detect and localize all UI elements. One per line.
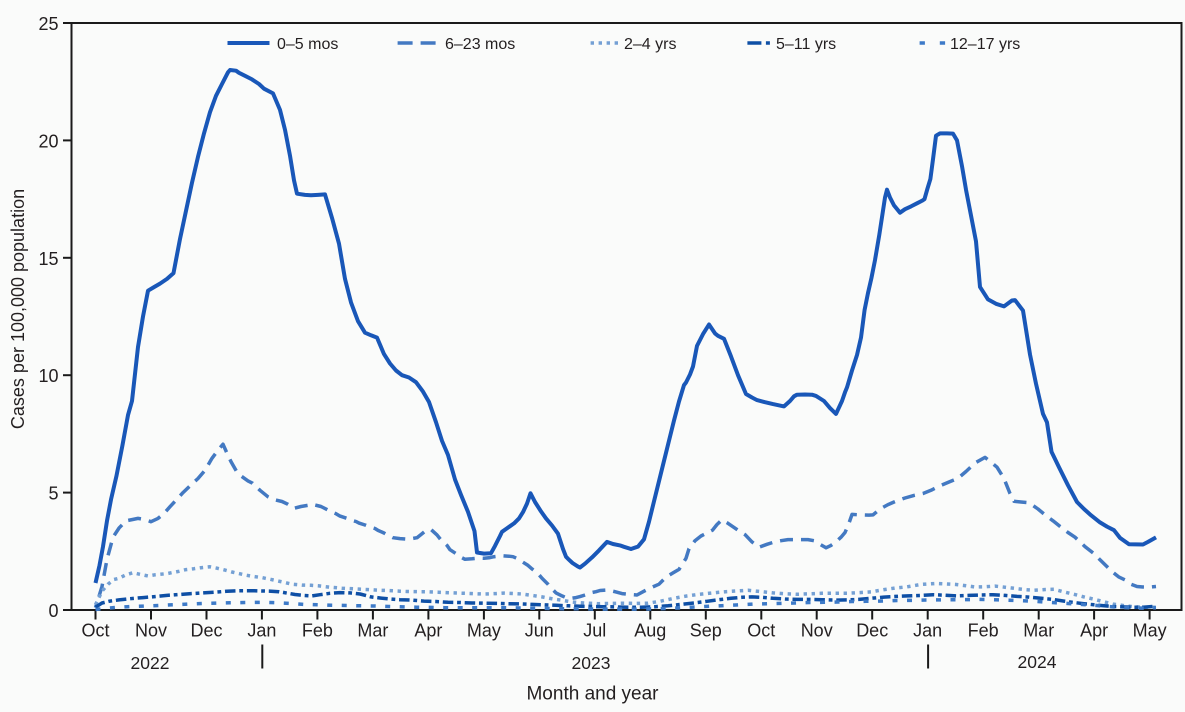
svg-text:10: 10 bbox=[38, 366, 58, 386]
svg-text:Jul: Jul bbox=[583, 621, 606, 641]
svg-text:5: 5 bbox=[48, 484, 58, 504]
svg-text:Apr: Apr bbox=[414, 621, 442, 641]
svg-text:Feb: Feb bbox=[968, 621, 999, 641]
svg-text:Jan: Jan bbox=[247, 621, 276, 641]
svg-text:May: May bbox=[467, 621, 501, 641]
svg-text:Cases per 100,000 population: Cases per 100,000 population bbox=[8, 189, 28, 429]
svg-text:12–17 yrs: 12–17 yrs bbox=[950, 36, 1020, 53]
svg-text:2022: 2022 bbox=[131, 653, 170, 673]
svg-text:Dec: Dec bbox=[856, 621, 888, 641]
svg-text:Month and year: Month and year bbox=[526, 684, 659, 705]
svg-text:2023: 2023 bbox=[572, 653, 611, 673]
svg-text:2–4 yrs: 2–4 yrs bbox=[624, 36, 676, 53]
svg-text:Feb: Feb bbox=[302, 621, 333, 641]
svg-text:Dec: Dec bbox=[190, 621, 222, 641]
svg-text:Jan: Jan bbox=[913, 621, 942, 641]
svg-text:5–11 yrs: 5–11 yrs bbox=[776, 36, 836, 53]
svg-text:Nov: Nov bbox=[135, 621, 167, 641]
svg-text:Nov: Nov bbox=[801, 621, 833, 641]
svg-text:Mar: Mar bbox=[357, 621, 388, 641]
svg-text:Oct: Oct bbox=[81, 621, 109, 641]
svg-text:May: May bbox=[1133, 621, 1167, 641]
svg-text:0: 0 bbox=[48, 601, 58, 621]
svg-text:2024: 2024 bbox=[1018, 652, 1057, 672]
svg-text:Sep: Sep bbox=[690, 621, 722, 641]
svg-text:20: 20 bbox=[38, 131, 58, 151]
svg-text:25: 25 bbox=[38, 14, 58, 34]
svg-text:Apr: Apr bbox=[1080, 621, 1108, 641]
svg-text:Jun: Jun bbox=[525, 621, 554, 641]
svg-text:15: 15 bbox=[38, 249, 58, 269]
svg-text:Mar: Mar bbox=[1023, 621, 1054, 641]
svg-text:6–23 mos: 6–23 mos bbox=[445, 36, 515, 53]
svg-text:0–5 mos: 0–5 mos bbox=[277, 36, 338, 53]
svg-text:Aug: Aug bbox=[634, 621, 666, 641]
svg-text:Oct: Oct bbox=[747, 621, 775, 641]
